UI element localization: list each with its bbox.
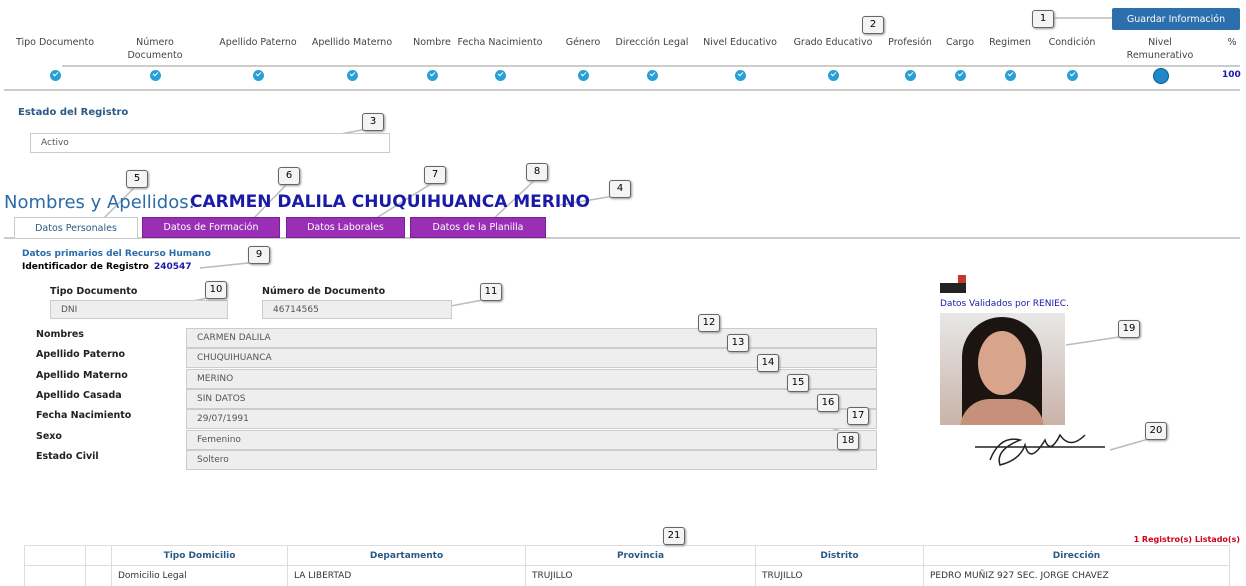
column-header: Apellido Paterno bbox=[213, 36, 303, 49]
info-icon bbox=[1153, 68, 1169, 84]
photo bbox=[940, 313, 1065, 425]
table-header: Distrito bbox=[756, 545, 924, 566]
table-cell: LA LIBERTAD bbox=[288, 566, 526, 586]
callout: 4 bbox=[609, 180, 631, 198]
check-icon bbox=[905, 70, 916, 81]
callout: 7 bbox=[424, 166, 446, 184]
callout: 1 bbox=[1032, 10, 1054, 28]
check-icon bbox=[1005, 70, 1016, 81]
table-header bbox=[86, 545, 112, 566]
column-header: Fecha Nacimiento bbox=[455, 36, 545, 49]
table-cell: Domicilio Legal bbox=[112, 566, 288, 586]
check-icon bbox=[735, 70, 746, 81]
callout: 18 bbox=[837, 432, 859, 450]
callout: 6 bbox=[278, 167, 300, 185]
callout: 17 bbox=[847, 407, 869, 425]
callout: 20 bbox=[1145, 422, 1167, 440]
column-header: Tipo Documento bbox=[10, 36, 100, 49]
check-icon bbox=[253, 70, 264, 81]
field-label: Fecha Nacimiento bbox=[36, 410, 131, 421]
person-name: CARMEN DALILA CHUQUIHUANCA MERINO bbox=[190, 192, 590, 212]
check-icon bbox=[828, 70, 839, 81]
table-cell: TRUJILLO bbox=[526, 566, 756, 586]
doc-number-label: Número de Documento bbox=[262, 286, 385, 297]
reniec-text: Datos Validados por RENIEC. bbox=[940, 299, 1069, 309]
field-value: SIN DATOS bbox=[186, 389, 877, 409]
field-label: Estado Civil bbox=[36, 451, 99, 462]
field-value[interactable]: Femenino bbox=[186, 430, 877, 450]
check-icon bbox=[150, 70, 161, 81]
save-button[interactable]: Guardar Información bbox=[1112, 8, 1240, 30]
callout: 11 bbox=[480, 283, 502, 301]
id-label: Identificador de Registro bbox=[22, 262, 149, 272]
table-header: Dirección bbox=[924, 545, 1230, 566]
field-label: Sexo bbox=[36, 431, 62, 442]
column-header: Nivel Educativo bbox=[695, 36, 785, 49]
table-cell bbox=[86, 566, 112, 586]
callout: 12 bbox=[698, 314, 720, 332]
check-icon bbox=[647, 70, 658, 81]
callout: 13 bbox=[727, 334, 749, 352]
column-header: Condición bbox=[1027, 36, 1117, 49]
field-value[interactable]: Soltero bbox=[186, 450, 877, 470]
field-value: 29/07/1991 bbox=[186, 409, 877, 429]
field-label: Apellido Materno bbox=[36, 370, 128, 381]
table-cell: TRUJILLO bbox=[756, 566, 924, 586]
doc-type-select[interactable]: DNI bbox=[50, 300, 228, 319]
check-icon bbox=[427, 70, 438, 81]
table-header: Tipo Domicilio bbox=[112, 545, 288, 566]
column-header: Número Documento bbox=[110, 36, 200, 62]
column-header: Profesión bbox=[885, 36, 935, 49]
callout: 2 bbox=[862, 16, 884, 34]
estado-label: Estado del Registro bbox=[18, 107, 128, 118]
leader-lines bbox=[0, 0, 1246, 586]
callout: 16 bbox=[817, 394, 839, 412]
table-cell bbox=[24, 566, 86, 586]
callout: 21 bbox=[663, 527, 685, 545]
callout: 10 bbox=[205, 281, 227, 299]
check-icon bbox=[955, 70, 966, 81]
callout: 3 bbox=[362, 113, 384, 131]
column-header: Grado Educativo bbox=[788, 36, 878, 49]
id-value: 240547 bbox=[154, 262, 192, 272]
column-header: % bbox=[1187, 36, 1246, 49]
percent-value: 100 bbox=[1222, 70, 1241, 80]
callout: 5 bbox=[126, 170, 148, 188]
section-title: Datos primarios del Recurso Humano bbox=[22, 249, 211, 259]
field-label: Apellido Casada bbox=[36, 390, 122, 401]
estado-select[interactable]: Activo bbox=[30, 133, 390, 153]
table-header bbox=[24, 545, 86, 566]
tab[interactable]: Datos Personales bbox=[14, 217, 138, 238]
column-header: Cargo bbox=[935, 36, 985, 49]
doc-number-input: 46714565 bbox=[262, 300, 452, 319]
table-cell: PEDRO MUÑIZ 927 SEC. JORGE CHAVEZ bbox=[924, 566, 1230, 586]
field-label: Apellido Paterno bbox=[36, 349, 125, 360]
page: Guardar Información Tipo Documento Número… bbox=[0, 0, 1246, 586]
column-header: Apellido Materno bbox=[307, 36, 397, 49]
check-icon bbox=[495, 70, 506, 81]
field-label: Nombres bbox=[36, 329, 84, 340]
record-count: 1 Registro(s) Listado(s) bbox=[1134, 535, 1240, 544]
column-header: Dirección Legal bbox=[607, 36, 697, 49]
tab[interactable]: Datos Laborales bbox=[286, 217, 405, 238]
check-icon bbox=[347, 70, 358, 81]
callout: 8 bbox=[526, 163, 548, 181]
callout: 9 bbox=[248, 246, 270, 264]
field-value: CARMEN DALILA bbox=[186, 328, 877, 348]
check-icon bbox=[1067, 70, 1078, 81]
table-header: Provincia bbox=[526, 545, 756, 566]
callout: 14 bbox=[757, 354, 779, 372]
tab[interactable]: Datos de la Planilla bbox=[410, 217, 546, 238]
table-header: Departamento bbox=[288, 545, 526, 566]
tab[interactable]: Datos de Formación bbox=[142, 217, 280, 238]
callout: 15 bbox=[787, 374, 809, 392]
check-icon bbox=[50, 70, 61, 81]
doc-type-label: Tipo Documento bbox=[50, 286, 137, 297]
name-label: Nombres y Apellidos: bbox=[4, 192, 195, 213]
callout: 19 bbox=[1118, 320, 1140, 338]
check-icon bbox=[578, 70, 589, 81]
